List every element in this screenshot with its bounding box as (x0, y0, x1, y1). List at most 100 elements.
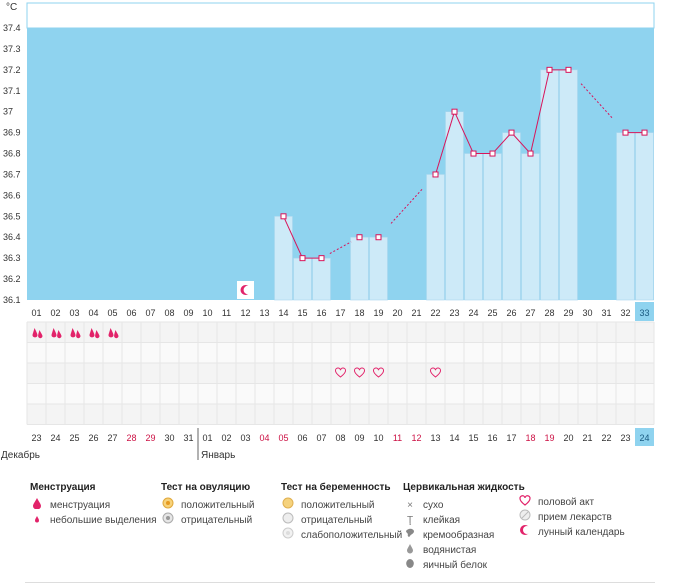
cycle-day-label: 15 (297, 308, 307, 318)
calendar-date-label: 23 (620, 433, 630, 443)
legend-cervical: Цервикальная жидкость × сухо Ţ клейкая к… (403, 480, 525, 573)
drop-large-icon (70, 328, 76, 338)
drop-large-icon (95, 330, 100, 339)
y-tick-label: 37 (3, 107, 13, 117)
drop-large-icon (57, 330, 62, 339)
temperature-point (508, 129, 515, 136)
creamy-icon (403, 527, 417, 544)
cycle-day-label: 03 (69, 308, 79, 318)
legend-title: Тест на беременность (281, 482, 391, 493)
temperature-bar (502, 132, 521, 301)
temperature-point (356, 234, 363, 241)
y-tick-label: 36.7 (3, 169, 21, 179)
temperature-bar (559, 69, 578, 301)
temperature-bar (369, 236, 388, 301)
temperature-point (375, 234, 382, 241)
cycle-day-label: 11 (222, 308, 231, 318)
calendar-date-label: 27 (107, 433, 117, 443)
cycle-day-label: 12 (240, 308, 250, 318)
temperature-point (565, 66, 572, 73)
cycle-day-label: 25 (487, 308, 497, 318)
calendar-date-label: 09 (354, 433, 364, 443)
temperature-bar (521, 153, 540, 301)
calendar-date-label: 13 (430, 433, 440, 443)
legend-ovulation: Тест на овуляцию положительный отрицател… (161, 480, 254, 528)
y-tick-label: 37.4 (3, 23, 21, 33)
calendar-date-label: 01 (202, 433, 212, 443)
month-label: Январь (201, 450, 235, 461)
cycle-day-label: 14 (278, 308, 288, 318)
temperature-point (489, 150, 496, 157)
calendar-date-label: 16 (487, 433, 497, 443)
cycle-day-label: 02 (50, 308, 60, 318)
temperature-bar (445, 111, 464, 301)
drop-large-icon (30, 497, 44, 514)
symptom-row (27, 322, 654, 343)
legend-label: положительный (181, 500, 255, 511)
legend-pregnancy: Тест на беременность положительный отриц… (281, 480, 402, 543)
legend-item: половой акт (518, 494, 625, 510)
current-day-highlight (635, 302, 654, 321)
y-tick-label: 36.1 (3, 295, 21, 305)
legend-item: положительный (161, 497, 255, 514)
cycle-day-label: 10 (202, 308, 212, 318)
plot-frame-top (26, 2, 655, 29)
temperature-point (527, 150, 534, 157)
test-positive-icon (161, 497, 175, 514)
y-tick-label: 36.6 (3, 190, 21, 200)
temperature-bar (464, 153, 483, 301)
legend-other: половой акт прием лекарств лунный календ… (518, 494, 625, 541)
legend-item: кремообразная (403, 528, 525, 543)
y-tick-label: 36.9 (3, 128, 21, 138)
calendar-date-label: 10 (373, 433, 383, 443)
cycle-day-label: 22 (430, 308, 440, 318)
cycle-day-label: 16 (316, 308, 326, 318)
symptom-row (27, 383, 654, 404)
y-tick-label: 36.8 (3, 149, 21, 159)
cycle-day-label: 18 (354, 308, 364, 318)
calendar-date-label: 25 (69, 433, 79, 443)
cycle-day-label: 01 (31, 308, 41, 318)
temperature-point (622, 129, 629, 136)
y-tick-label: 37.1 (3, 86, 21, 96)
cycle-day-label: 32 (620, 308, 630, 318)
cycle-day-label: 19 (373, 308, 383, 318)
temperature-line-segment (435, 111, 455, 175)
symptom-row (27, 363, 654, 384)
legend-label: клейкая (423, 515, 461, 526)
eggwhite-icon (403, 557, 417, 574)
legend-label: слабоположительный (301, 530, 403, 541)
legend-item: яичный белок (403, 558, 525, 573)
calendar-date-label: 28 (126, 433, 136, 443)
drop-large-icon (32, 328, 38, 338)
calendar-date-label: 06 (297, 433, 307, 443)
calendar-date-label: 12 (411, 433, 421, 443)
calendar-date-label: 24 (50, 433, 60, 443)
heart-icon (430, 367, 441, 378)
temperature-bar (483, 153, 502, 301)
calendar-date-label: 29 (145, 433, 155, 443)
temperature-point (299, 255, 306, 262)
dry-icon: × (407, 500, 413, 511)
calendar-date-label: 08 (335, 433, 345, 443)
legend-item: Ţ клейкая (403, 513, 525, 528)
cycle-day-label: 27 (525, 308, 535, 318)
legend-label: отрицательный (301, 515, 373, 526)
calendar-date-label: 17 (506, 433, 516, 443)
y-tick-label: 36.5 (3, 211, 21, 221)
legend-label: прием лекарств (538, 512, 612, 523)
cycle-day-label: 26 (506, 308, 516, 318)
calendar-date-label: 18 (525, 433, 535, 443)
moon-icon (518, 524, 532, 541)
y-tick-label: 37.3 (3, 44, 21, 54)
calendar-date-label: 24 (639, 433, 649, 443)
temperature-bar (616, 132, 635, 301)
symptom-row (27, 404, 654, 425)
legend-title: Цервикальная жидкость (403, 482, 525, 493)
heart-icon (335, 367, 346, 378)
calendar-date-label: 03 (240, 433, 250, 443)
y-unit-label: °C (6, 2, 17, 13)
temperature-line-segment (283, 216, 303, 259)
drop-large-icon (89, 328, 95, 338)
drop-large-icon (51, 328, 57, 338)
